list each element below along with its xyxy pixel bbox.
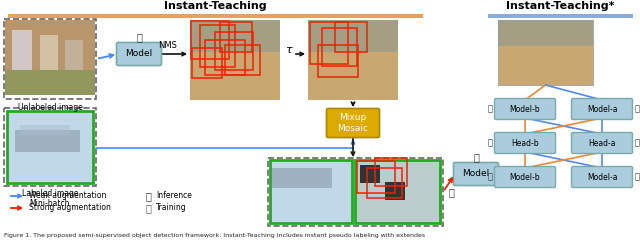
Bar xyxy=(65,40,83,70)
Bar xyxy=(5,20,95,95)
Bar xyxy=(360,165,380,183)
Bar xyxy=(4,19,96,99)
Bar xyxy=(270,160,352,223)
FancyBboxPatch shape xyxy=(572,98,632,120)
Text: 🔒: 🔒 xyxy=(488,138,493,148)
Text: Model-b: Model-b xyxy=(509,173,540,182)
Bar xyxy=(498,20,593,46)
Text: 🔒: 🔒 xyxy=(136,32,142,42)
FancyBboxPatch shape xyxy=(326,108,380,137)
Bar xyxy=(385,182,405,200)
Bar xyxy=(40,35,58,70)
Bar xyxy=(268,158,443,226)
Bar xyxy=(20,125,70,135)
Bar xyxy=(4,108,96,186)
Text: 🔒: 🔒 xyxy=(634,138,639,148)
Text: 🔒: 🔒 xyxy=(634,105,639,113)
Text: Model: Model xyxy=(462,169,490,179)
Bar xyxy=(7,111,93,183)
Bar xyxy=(272,168,332,188)
Text: 🔒: 🔒 xyxy=(488,105,493,113)
Bar xyxy=(335,22,367,52)
Text: Head-b: Head-b xyxy=(511,138,539,148)
Text: Instant-Teaching*: Instant-Teaching* xyxy=(506,1,614,11)
FancyBboxPatch shape xyxy=(572,166,632,188)
Text: Inference: Inference xyxy=(156,191,192,201)
Text: Model-b: Model-b xyxy=(509,105,540,113)
Bar xyxy=(225,45,260,75)
FancyBboxPatch shape xyxy=(454,162,499,186)
Bar xyxy=(322,28,357,66)
FancyBboxPatch shape xyxy=(572,133,632,153)
FancyBboxPatch shape xyxy=(116,43,161,66)
Text: 🔒: 🔒 xyxy=(145,191,151,201)
Bar xyxy=(190,20,280,52)
Bar xyxy=(355,160,440,223)
Text: Figure 1. The proposed semi-supervised object detection framework. Instant-Teach: Figure 1. The proposed semi-supervised o… xyxy=(4,233,425,238)
Text: Model-a: Model-a xyxy=(587,173,617,182)
Bar xyxy=(308,20,398,52)
Bar xyxy=(270,160,352,223)
Bar xyxy=(220,22,252,52)
Text: 🔒: 🔒 xyxy=(145,203,151,213)
Text: Training: Training xyxy=(156,204,187,212)
Text: Model-a: Model-a xyxy=(587,105,617,113)
Text: 🔒: 🔒 xyxy=(448,187,454,197)
Text: 🔒: 🔒 xyxy=(634,173,639,182)
Text: 🔒: 🔒 xyxy=(488,173,493,182)
Bar xyxy=(200,25,235,67)
Text: τ: τ xyxy=(285,45,291,55)
Bar xyxy=(318,45,358,77)
Bar xyxy=(498,20,593,85)
Bar xyxy=(355,160,440,223)
Bar xyxy=(357,161,395,193)
FancyBboxPatch shape xyxy=(495,133,556,153)
FancyBboxPatch shape xyxy=(495,166,556,188)
Bar xyxy=(310,22,348,64)
Bar xyxy=(205,40,245,75)
Bar xyxy=(192,48,222,78)
Bar xyxy=(15,130,80,152)
Bar xyxy=(8,112,92,182)
Bar xyxy=(8,14,423,18)
Text: NMS: NMS xyxy=(159,41,177,50)
Bar xyxy=(375,158,407,186)
Bar xyxy=(367,168,402,198)
Text: Instant-Teaching: Instant-Teaching xyxy=(164,1,266,11)
Bar xyxy=(12,30,32,70)
Bar xyxy=(488,14,633,18)
Text: Mixup
Mosaic: Mixup Mosaic xyxy=(337,113,369,133)
Text: Weak augmentation: Weak augmentation xyxy=(29,191,106,201)
FancyBboxPatch shape xyxy=(495,98,556,120)
Text: Head-a: Head-a xyxy=(588,138,616,148)
Bar xyxy=(190,20,280,100)
Bar xyxy=(5,70,95,95)
Text: Unlabeled image: Unlabeled image xyxy=(17,103,83,112)
Bar xyxy=(191,21,229,59)
Bar xyxy=(308,20,398,100)
Text: Labeled image
Mini-batch: Labeled image Mini-batch xyxy=(22,189,78,208)
Bar xyxy=(215,32,253,70)
Text: Model: Model xyxy=(125,50,152,59)
Text: Strong augmentation: Strong augmentation xyxy=(29,204,111,212)
Text: 🔒: 🔒 xyxy=(473,152,479,162)
